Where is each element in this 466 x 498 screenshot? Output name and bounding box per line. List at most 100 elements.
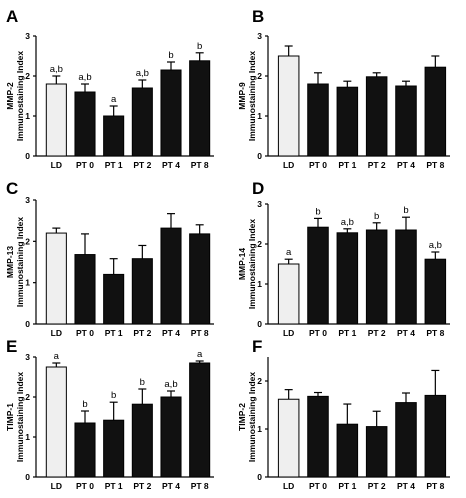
- panel-f-xtick-label: PT 8: [426, 481, 444, 491]
- panel-f-ylabel-line: Immunostaining Index: [247, 372, 257, 462]
- panel-b-bar: [307, 83, 329, 157]
- panel-e-significance-label: a: [54, 351, 60, 362]
- panel-b-bar: [424, 66, 447, 157]
- panel-b-xtick-label: PT 1: [338, 160, 356, 170]
- panel-f-ylabel-line: TIMP-2: [237, 403, 247, 431]
- panel-d-xtick-label: PT 4: [397, 328, 415, 338]
- panel-d-significance-label: b: [315, 206, 320, 217]
- panel-f-xtick-label: PT 4: [397, 481, 415, 491]
- panel-d-bar: [277, 263, 300, 325]
- panel-d-ytick-label: 0: [257, 319, 262, 329]
- panel-a-significance-label: a,b: [78, 72, 91, 83]
- panel-b-label: B: [252, 7, 264, 26]
- panel-d-ytick-label: 2: [257, 239, 262, 249]
- panel-e-ytick-label: 0: [25, 472, 30, 482]
- panel-b-xtick-label: PT 4: [397, 160, 415, 170]
- panel-e-xtick-label: LD: [51, 481, 62, 491]
- panel-d-ylabel-line: Immunostaining Index: [247, 219, 257, 309]
- panel-a-bar: [189, 60, 211, 157]
- panel-a-bar: [160, 69, 182, 157]
- panel-e-bar: [189, 362, 211, 478]
- panel-d-ylabel-line: MMP-14: [237, 248, 247, 280]
- panel-f-xtick-label: PT 0: [309, 481, 327, 491]
- panel-c-ytick-label: 0: [25, 319, 30, 329]
- panel-b-ytick-label: 1: [257, 111, 262, 121]
- panel-c-xtick-label: PT 4: [162, 328, 180, 338]
- panel-a-bar: [74, 91, 96, 157]
- panel-f-ytick-label: 1: [257, 424, 262, 434]
- panel-a-bar: [45, 83, 67, 157]
- panel-d-ytick-label: 1: [257, 279, 262, 289]
- panel-d-significance-label: b: [403, 205, 408, 216]
- panel-c-xtick-label: PT 1: [105, 328, 123, 338]
- panel-b-xtick-label: PT 8: [426, 160, 444, 170]
- panel-d-bar: [395, 229, 417, 325]
- panel-e-xtick-label: PT 1: [105, 481, 123, 491]
- panel-e-ytick-label: 1: [25, 432, 30, 442]
- panel-a-significance-label: a: [111, 94, 117, 105]
- panel-a-xtick-label: PT 1: [105, 160, 123, 170]
- panel-a-ytick-label: 0: [25, 151, 30, 161]
- panel-e-ytick-label: 2: [25, 392, 30, 402]
- panel-e-bar: [160, 396, 182, 478]
- panel-a-significance-label: a,b: [50, 64, 63, 75]
- panel-a-ytick-label: 3: [25, 31, 30, 41]
- panel-d-xtick-label: PT 0: [309, 328, 327, 338]
- panel-a-ylabel-line: MMP-2: [5, 82, 15, 110]
- panel-f-bar: [365, 426, 388, 478]
- panel-a-bar: [103, 115, 125, 157]
- panel-e-xtick-label: PT 8: [191, 481, 209, 491]
- panel-c-bar: [45, 232, 67, 325]
- panel-a-xtick-label: PT 4: [162, 160, 180, 170]
- panel-c-bar: [74, 254, 96, 325]
- panel-a-ytick-label: 1: [25, 111, 30, 121]
- panel-e-bar: [103, 419, 125, 478]
- panel-e-xtick-label: PT 0: [76, 481, 94, 491]
- panel-c-xtick-label: LD: [51, 328, 62, 338]
- panel-a-significance-label: b: [197, 41, 202, 52]
- panel-f-bar: [307, 395, 329, 478]
- panel-c-bar: [160, 227, 182, 325]
- panel-f-xtick-label: LD: [283, 481, 294, 491]
- panel-b-bar: [395, 85, 417, 157]
- panel-f-ytick-label: 0: [257, 472, 262, 482]
- panel-b-ytick-label: 2: [257, 71, 262, 81]
- panel-b-ylabel-line: Immunostaining Index: [247, 51, 257, 141]
- panel-c-xtick-label: PT 0: [76, 328, 94, 338]
- panel-e-significance-label: b: [140, 377, 145, 388]
- panel-e-bar: [74, 422, 96, 478]
- panel-d-xtick-label: PT 1: [338, 328, 356, 338]
- panel-b-bar: [336, 86, 359, 157]
- panel-d-bar: [336, 232, 359, 325]
- panel-e-bar: [45, 366, 67, 478]
- panel-e-bar: [131, 403, 153, 478]
- panel-d-significance-label: b: [374, 211, 379, 222]
- panel-c-ytick-label: 2: [25, 236, 30, 246]
- panel-d-bar: [424, 258, 447, 325]
- panel-d-bar: [365, 229, 388, 325]
- panel-e-xtick-label: PT 4: [162, 481, 180, 491]
- panel-c-bar: [189, 233, 211, 325]
- panel-a-xtick-label: PT 0: [76, 160, 94, 170]
- panel-e-ylabel-line: Immunostaining Index: [15, 372, 25, 462]
- panel-a-significance-label: b: [168, 50, 173, 61]
- panel-d-significance-label: a,b: [341, 217, 354, 228]
- panel-e-significance-label: b: [111, 390, 116, 401]
- panel-b-xtick-label: LD: [283, 160, 294, 170]
- panel-c-label: C: [6, 179, 18, 198]
- panel-b-ylabel-line: MMP-9: [237, 82, 247, 110]
- panel-a-significance-label: a,b: [136, 68, 149, 79]
- panel-b-xtick-label: PT 0: [309, 160, 327, 170]
- panel-a-xtick-label: PT 8: [191, 160, 209, 170]
- panel-d-significance-label: a: [286, 247, 292, 258]
- panel-c-xtick-label: PT 8: [191, 328, 209, 338]
- panel-f-xtick-label: PT 1: [338, 481, 356, 491]
- panel-c-bar: [103, 273, 125, 325]
- panel-e-ytick-label: 3: [25, 352, 30, 362]
- panel-f-bar: [336, 423, 359, 478]
- panel-e-significance-label: b: [82, 399, 87, 410]
- panel-f-xtick-label: PT 2: [368, 481, 386, 491]
- panel-e-significance-label: a: [197, 349, 203, 360]
- panel-a-xtick-label: PT 2: [133, 160, 151, 170]
